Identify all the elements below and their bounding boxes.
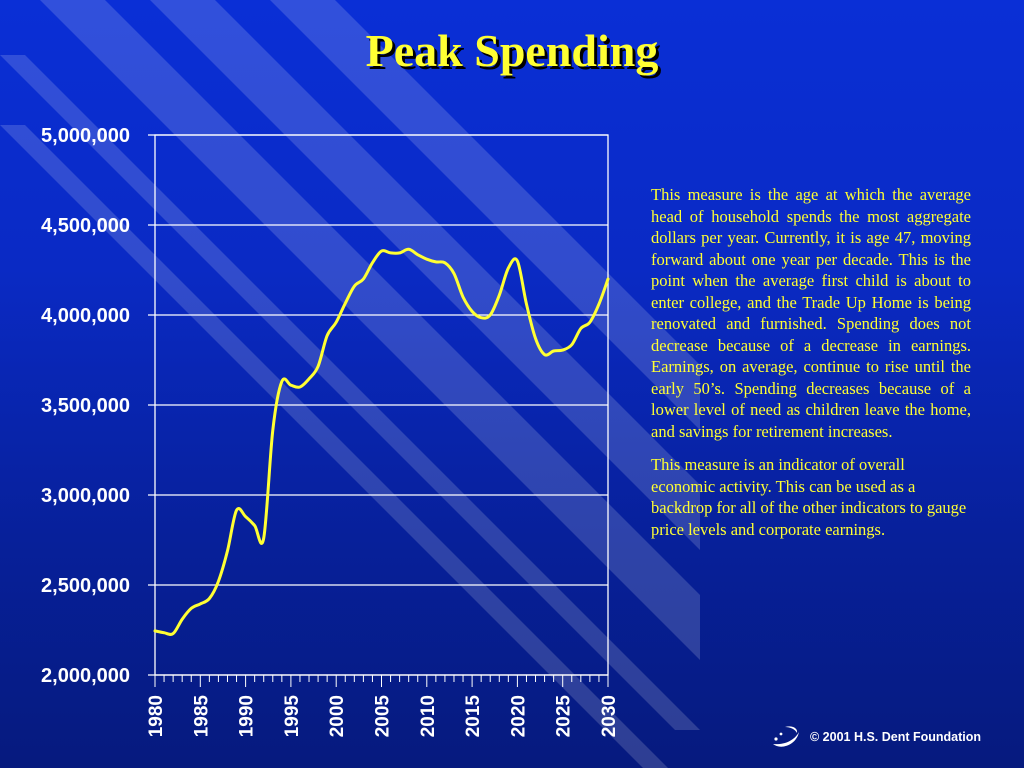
slide-title: Peak Spending [365,25,659,76]
y-tick-label: 3,500,000 [41,395,130,417]
x-tick-label: 1980 [146,695,167,737]
y-tick-label: 2,500,000 [41,575,130,597]
y-tick-label: 3,000,000 [41,485,130,507]
swoosh-logo-icon [773,726,799,747]
x-tick-label: 1995 [282,695,303,738]
x-tick-label: 2020 [508,695,529,737]
y-tick-label: 2,000,000 [41,665,130,687]
description-paragraph-1: This measure is the age at which the ave… [651,185,971,441]
spending-line [153,247,610,636]
y-tick-label: 4,000,000 [41,305,130,327]
x-tick-label: 2000 [327,695,348,737]
description-paragraph-2: This measure is an indicator of overall … [651,455,967,539]
x-tick-label: 1990 [237,695,258,737]
x-tick-label: 1985 [191,695,212,738]
x-tick-label: 2025 [554,695,575,738]
x-tick-label: 2005 [373,695,394,738]
x-tick-label: 2010 [418,695,439,737]
x-tick-label: 2030 [599,695,620,737]
description-panel: This measure is the age at which the ave… [651,184,971,540]
y-tick-label: 4,500,000 [41,215,130,237]
y-tick-label: 5,000,000 [41,125,130,147]
plot-area: 2,000,000 2,500,000 3,000,000 3,500,000 4,00… [41,125,620,737]
x-tick-label: 2015 [463,695,484,738]
footer: © 2001 H.S. Dent Foundation [770,722,981,752]
copyright-text: © 2001 H.S. Dent Foundation [810,730,982,744]
